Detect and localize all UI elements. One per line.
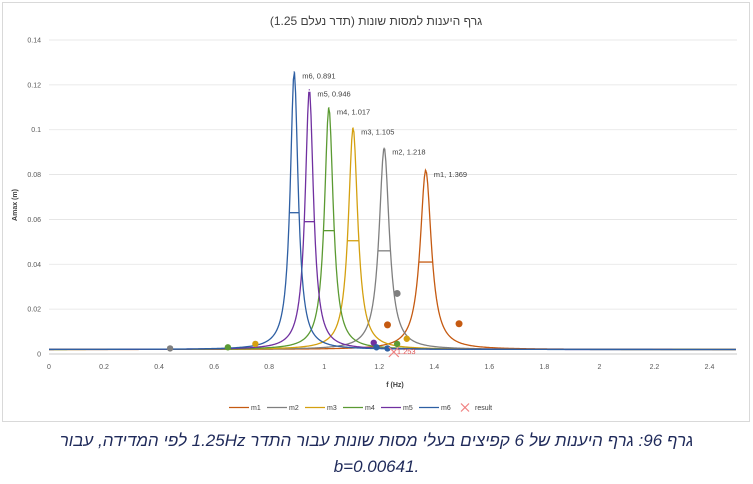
resonance-chart: גרף היענות למסות שונות (תדר נעלם 1.25) 0…: [12, 14, 737, 412]
gridlines: [49, 39, 737, 355]
caption-line-2: .b=0.00641: [333, 457, 420, 476]
legend-label-m6: m6: [441, 405, 451, 412]
chart-frame: גרף היענות למסות שונות (תדר נעלם 1.25) 0…: [2, 2, 750, 422]
legend-label-m2: m2: [289, 405, 299, 412]
data-point-m1: [383, 321, 391, 329]
x-tick-label: 0.6: [209, 364, 219, 371]
series-line-m3: [49, 127, 736, 351]
legend: m1 m2 m3 m4 m5 m6 result: [229, 403, 492, 412]
legend-swatch-result: [460, 403, 470, 412]
y-tick-label: 0.04: [27, 262, 41, 269]
x-tick-label: 2.2: [650, 364, 660, 371]
data-point-m3: [403, 335, 410, 342]
caption-line-1: גרף 96: גרף היענות של 6 קפיצים בעלי מסות…: [59, 431, 694, 450]
peak-label-m2: m2, 1.218: [392, 148, 425, 157]
data-point-m3: [252, 340, 259, 348]
peak-label-m4: m4, 1.017: [337, 107, 370, 116]
data-point-m6: [373, 344, 380, 351]
x-tick-label: 1.6: [484, 364, 494, 371]
legend-label-result: result: [475, 405, 492, 412]
peak-label-m3: m3, 1.105: [361, 127, 394, 136]
legend-label-m3: m3: [327, 405, 337, 412]
data-point-m4: [393, 340, 401, 348]
series-line-m6: [49, 72, 736, 351]
y-tick-label: 0.12: [27, 82, 41, 89]
data-point-m2: [393, 289, 401, 297]
x-tick-label: 1.4: [429, 364, 439, 371]
x-tick-label: 2: [597, 364, 601, 371]
data-point-m1: [455, 320, 463, 328]
legend-label-m1: m1: [251, 405, 261, 412]
x-tick-label: 0.4: [154, 364, 164, 371]
y-tick-label: 0.06: [27, 217, 41, 224]
peak-label-m5: m5, 0.946: [317, 89, 350, 98]
data-point-m2: [166, 345, 174, 352]
figure-caption: גרף 96: גרף היענות של 6 קפיצים בעלי מסות…: [10, 428, 743, 480]
x-tick-label: 1.2: [374, 364, 384, 371]
x-tick-label: 0.2: [99, 364, 109, 371]
y-tick-label: 0.02: [27, 307, 41, 314]
series-line-m1: [49, 168, 736, 351]
y-tick-labels: 0 0.02 0.04 0.06 0.08 0.1 0.12 0.14: [27, 38, 41, 359]
result-x-stroke: [388, 346, 400, 358]
x-tick-labels: 0 0.2 0.4 0.6 0.8 1 1.2 1.4 1.6 1.8 2 2.2 2.4: [47, 364, 714, 371]
x-tick-label: 1: [322, 364, 326, 371]
y-tick-label: 0.08: [27, 172, 41, 179]
series-lines: [49, 71, 736, 351]
data-point-m4: [224, 344, 232, 351]
legend-label-m4: m4: [365, 405, 375, 412]
result-marker: 1.253: [388, 346, 416, 358]
x-tick-label: 0.8: [264, 364, 274, 371]
peak-label-m6: m6, 0.891: [302, 71, 335, 80]
y-tick-label: 0.1: [31, 127, 41, 134]
x-tick-label: 1.8: [539, 364, 549, 371]
series-line-m2: [49, 148, 736, 351]
peak-label-m1: m1, 1.369: [434, 170, 467, 179]
y-tick-label: 0: [37, 352, 41, 359]
x-axis-label: f (Hz): [386, 382, 404, 389]
y-axis-label: Amax (m): [12, 189, 19, 221]
result-label: 1.253: [397, 347, 416, 356]
measured-points: [166, 289, 463, 352]
series-line-m4: [49, 107, 736, 351]
x-tick-label: 0: [47, 364, 51, 371]
chart-title: גרף היענות למסות שונות (תדר נעלם 1.25): [270, 14, 482, 28]
y-tick-label: 0.14: [27, 38, 41, 45]
x-tick-label: 2.4: [705, 364, 715, 371]
legend-label-m5: m5: [403, 405, 413, 412]
peak-labels: m1, 1.369 m2, 1.218 m3, 1.105 m4, 1.017 m5, …: [302, 71, 467, 179]
